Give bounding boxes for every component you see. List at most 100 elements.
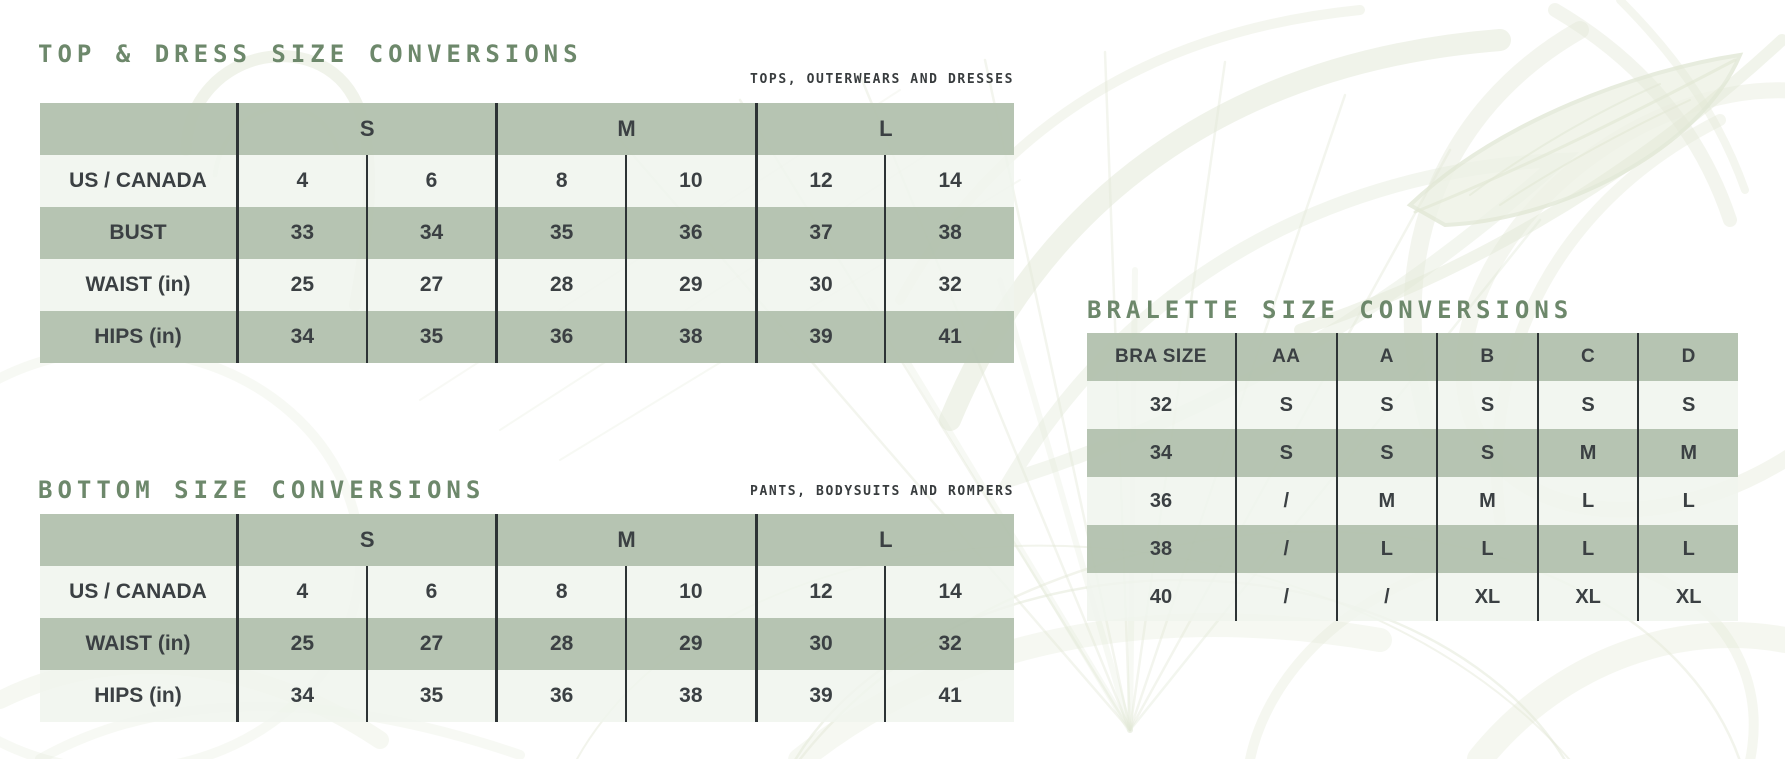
size-value-cell: 10 [625,566,755,618]
size-value-cell: S [1235,381,1336,429]
cup-size-header: AA [1235,333,1336,381]
size-value-cell: 36 [495,670,625,722]
size-value-cell: 10 [625,155,755,207]
size-value-cell: XL [1637,573,1738,621]
table-row: 38/L L L L [1087,525,1738,573]
size-value-cell: 27 [365,618,496,670]
size-value-cell: / [1235,477,1336,525]
size-group-header: L [754,514,1014,566]
cup-size-header: D [1637,333,1738,381]
table-row: 36/M M L L [1087,477,1738,525]
size-value-cell: 38 [625,311,755,363]
size-value-cell: XL [1436,573,1537,621]
row-label: 32 [1149,393,1173,416]
table-row: HIPS (in) 34 35 36 38 39 41 [40,670,1014,722]
size-value-cell: M [1637,429,1738,477]
section-caption-bottom: PANTS, BODYSUITS AND ROMPERS [750,484,1014,499]
row-label: WAIST (in) [85,273,191,296]
bottom-size-table: S M L US / CANADA 4 6 8 10 12 14 WAIST (in) 25 27 28 2… [40,514,1014,722]
size-value-cell: 4 [236,155,366,207]
size-value-cell: 32 [884,618,1014,670]
table-row: HIPS (in) 34 35 36 38 39 41 [40,311,1014,363]
size-value-cell: 28 [495,618,625,670]
row-label: HIPS (in) [94,684,182,707]
row-label: BUST [109,221,167,244]
size-group-header: M [495,103,754,155]
table-header-row: BRA SIZE AA A B C D [1087,333,1738,381]
size-value-cell: L [1436,525,1537,573]
bra-size-header: BRA SIZE [1115,346,1207,367]
size-value-cell: M [1536,429,1638,477]
cup-size-header: B [1436,333,1537,381]
size-value-cell: S [1436,429,1537,477]
size-value-cell: 41 [884,311,1014,363]
size-value-cell: 29 [625,259,755,311]
size-value-cell: 8 [495,566,625,618]
size-value-cell: L [1335,525,1437,573]
table-row: WAIST (in) 25 27 28 29 30 32 [40,259,1014,311]
size-value-cell: 35 [495,207,625,259]
row-label: 34 [1149,441,1173,464]
section-title-top-dress: TOP & DRESS SIZE CONVERSIONS [38,39,583,68]
size-group-header: S [236,514,495,566]
top-dress-size-table: S M L US / CANADA 4 6 8 10 12 14 BUST 33 34 35 36 37 38 W… [40,103,1014,363]
size-value-cell: 6 [365,566,496,618]
size-value-cell: L [1536,525,1638,573]
table-row: US / CANADA 4 6 8 10 12 14 [40,155,1014,207]
size-value-cell: 25 [236,259,366,311]
size-value-cell: L [1637,477,1738,525]
size-value-cell: / [1235,573,1336,621]
size-group-header: S [236,103,495,155]
size-group-header: L [754,103,1014,155]
size-value-cell: 14 [884,566,1014,618]
row-label: WAIST (in) [85,632,191,655]
corner-cell [40,514,236,566]
cup-size-header: C [1536,333,1638,381]
section-title-bralette: BRALETTE SIZE CONVERSIONS [1087,295,1574,324]
size-value-cell: L [1536,477,1638,525]
size-value-cell: 12 [754,566,885,618]
size-value-cell: 8 [495,155,625,207]
size-value-cell: 27 [365,259,496,311]
size-value-cell: M [1436,477,1537,525]
size-value-cell: 39 [754,670,885,722]
table-row: WAIST (in) 25 27 28 29 30 32 [40,618,1014,670]
table-row: US / CANADA 4 6 8 10 12 14 [40,566,1014,618]
size-value-cell: 32 [884,259,1014,311]
row-label: US / CANADA [69,580,207,603]
size-value-cell: 30 [754,259,885,311]
size-value-cell: 37 [754,207,885,259]
size-value-cell: 36 [625,207,755,259]
row-label: 36 [1149,489,1173,512]
size-value-cell: S [1637,381,1738,429]
cup-size-header: A [1335,333,1437,381]
size-value-cell: 4 [236,566,366,618]
size-value-cell: 34 [236,670,366,722]
size-value-cell: 25 [236,618,366,670]
size-value-cell: S [1335,429,1437,477]
size-value-cell: 33 [236,207,366,259]
row-label: 38 [1149,537,1173,560]
size-value-cell: 14 [884,155,1014,207]
size-value-cell: 29 [625,618,755,670]
corner-cell [40,103,236,155]
size-value-cell: S [1235,429,1336,477]
section-caption-top-dress: TOPS, OUTERWEARS AND DRESSES [750,72,1014,87]
size-value-cell: S [1536,381,1638,429]
section-title-bottom: BOTTOM SIZE CONVERSIONS [38,475,486,504]
size-value-cell: 38 [884,207,1014,259]
size-value-cell: 34 [365,207,496,259]
row-label: 40 [1149,585,1173,608]
size-value-cell: M [1335,477,1437,525]
size-value-cell: L [1637,525,1738,573]
size-value-cell: 38 [625,670,755,722]
size-group-header: M [495,514,754,566]
size-value-cell: XL [1536,573,1638,621]
size-value-cell: 35 [365,670,496,722]
size-value-cell: 28 [495,259,625,311]
bralette-size-table: BRA SIZE AA A B C D 32 S S S S S 34 S S S M M 36/M M L L 38/L L… [1087,333,1738,621]
table-row: BUST 33 34 35 36 37 38 [40,207,1014,259]
size-value-cell: 34 [236,311,366,363]
